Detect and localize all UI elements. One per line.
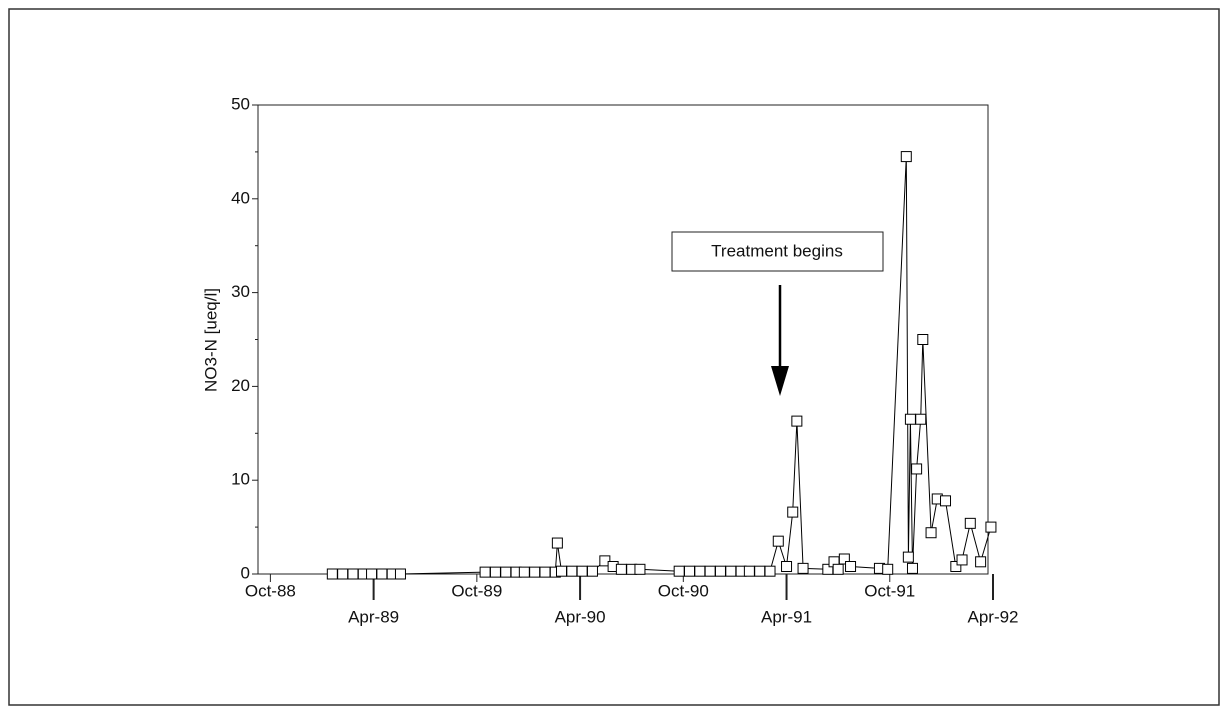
data-marker [985,521,997,533]
data-marker [882,563,894,575]
data-marker [838,553,850,565]
plot-frame [257,104,989,575]
data-marker [489,566,501,578]
data-marker [975,556,987,568]
data-marker [555,565,567,577]
data-marker [743,565,755,577]
data-marker [366,568,378,580]
data-marker [925,527,937,539]
y-tick-label: 20 [231,376,250,395]
data-marker [615,563,627,575]
page-border [8,8,1220,706]
data-marker [714,565,726,577]
data-marker [911,463,923,475]
y-axis-label: NO3-N [ueq/l] [201,288,220,392]
data-marker [337,568,349,580]
data-marker [781,560,793,572]
y-tick-label: 40 [231,188,250,207]
x-tick-label: Apr-90 [555,607,606,626]
data-marker [902,551,914,563]
y-tick-label: 10 [231,470,250,489]
annotation: Treatment begins [711,241,843,260]
data-marker [900,151,912,163]
annotation-arrowhead [771,366,789,396]
x-tick-label: Oct-90 [658,581,709,600]
data-marker [551,537,563,549]
data-marker [586,565,598,577]
data-marker [772,535,784,547]
data-marker [566,565,578,577]
data-marker [764,565,776,577]
data-marker [787,506,799,518]
data-marker [694,565,706,577]
data-marker [599,555,611,567]
data-line [332,156,992,575]
data-marker [915,413,927,425]
data-marker [797,562,809,574]
x-tick-label: Oct-89 [451,581,502,600]
data-marker [964,517,976,529]
data-marker [845,560,857,572]
data-marker [347,568,359,580]
x-tick-label: Apr-89 [348,607,399,626]
data-marker [529,566,541,578]
annotation-box [671,231,884,272]
y-tick-label: 0 [241,563,250,582]
data-marker [791,415,803,427]
data-marker [500,566,512,578]
data-marker [326,568,338,580]
data-marker [539,566,551,578]
data-marker [754,565,766,577]
data-marker [518,566,530,578]
x-tick-label: Oct-88 [245,581,296,600]
data-marker [832,563,844,575]
data-marker [904,413,916,425]
x-tick-label: Oct-91 [864,581,915,600]
data-marker [940,495,952,507]
data-marker [576,565,588,577]
data-marker [479,566,491,578]
data-marker [634,563,646,575]
data-marker [394,568,406,580]
data-marker [956,554,968,566]
data-marker [906,562,918,574]
data-marker [376,568,388,580]
data-marker [950,560,962,572]
x-tick-label: Apr-91 [761,607,812,626]
data-marker [684,565,696,577]
y-tick-label: 30 [231,282,250,301]
x-tick-label: Apr-92 [967,607,1018,626]
y-tick-label: 50 [231,94,250,113]
data-marker [917,334,929,345]
data-marker [673,565,685,577]
data-marker [725,565,737,577]
data-marker [704,565,716,577]
